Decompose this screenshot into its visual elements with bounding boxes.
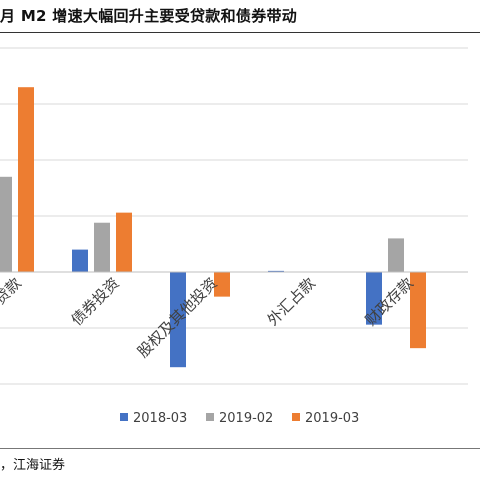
category-label: 贷款	[0, 274, 25, 308]
bar-2019-03-股权及其他投资	[214, 272, 230, 297]
bar-2019-03-财政存款	[410, 272, 426, 349]
bar-2019-02-债券投资	[94, 222, 110, 272]
category-labels: 贷款 债券投资 股权及其他投资 外汇占款 财政存款	[0, 274, 417, 361]
bar-chart: 贷款 债券投资 股权及其他投资 外汇占款 财政存款 2018-03 2019-02 2019…	[0, 47, 468, 426]
category-label: 外汇占款	[264, 274, 319, 329]
category-label: 债券投资	[68, 274, 123, 329]
bar-2019-02-财政存款	[388, 238, 404, 272]
bar-2019-03-债券投资	[116, 212, 132, 272]
bar-2019-02-贷款	[0, 176, 12, 272]
legend-swatch	[292, 413, 300, 421]
title-rule	[0, 32, 480, 33]
legend-label: 2019-03	[305, 411, 359, 426]
footer-rule	[0, 448, 480, 449]
legend-label: 2018-03	[133, 411, 187, 426]
legend: 2018-03 2019-02 2019-03	[120, 411, 359, 426]
legend-swatch	[120, 413, 128, 421]
bars	[0, 87, 426, 368]
legend-swatch	[206, 413, 214, 421]
chart-title: 月 M2 增速大幅回升主要受贷款和债券带动	[0, 7, 298, 25]
bar-2019-03-贷款	[18, 87, 34, 272]
legend-label: 2019-02	[219, 411, 273, 426]
bar-2018-03-债券投资	[72, 249, 88, 272]
bar-2018-03-股权及其他投资	[170, 272, 186, 368]
gridlines	[0, 47, 468, 385]
source-note: ，江海证券	[0, 458, 66, 473]
bar-2018-03-财政存款	[366, 272, 382, 325]
